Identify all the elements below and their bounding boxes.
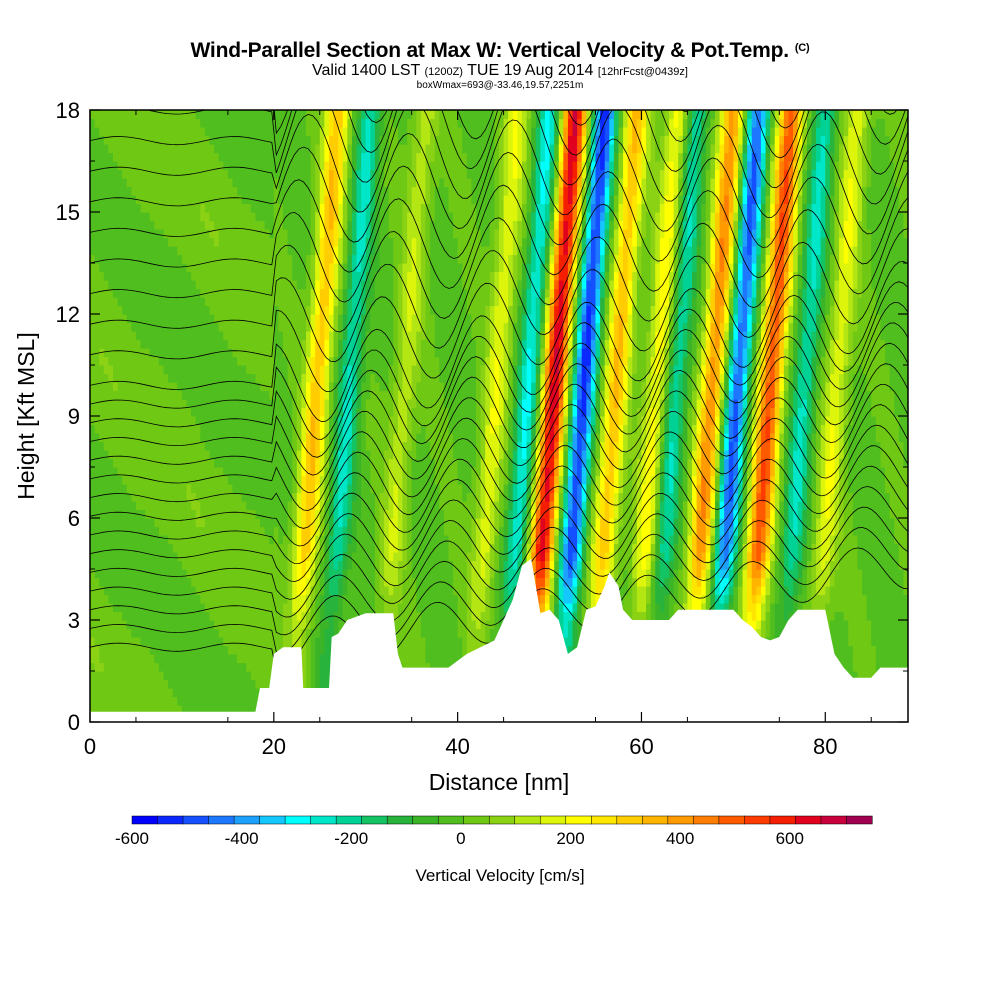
y-tick-label: 12: [56, 302, 80, 327]
y-tick-label: 9: [68, 404, 80, 429]
colorbar-swatch: [616, 815, 643, 825]
y-axis-label: Height [Kft MSL]: [13, 332, 39, 499]
colorbar-swatch: [463, 815, 490, 825]
chart-meta: boxWmax=693@-33.46,19.57,2251m: [416, 80, 584, 91]
colorbar-swatch: [591, 815, 618, 825]
colorbar-swatch: [488, 815, 516, 825]
y-tick-label: 15: [56, 200, 80, 225]
x-tick-label: 80: [813, 734, 837, 759]
colorbar-swatch: [131, 815, 159, 825]
colorbar-swatch: [846, 815, 873, 825]
x-tick-label: 40: [445, 734, 469, 759]
colorbar-swatch: [259, 815, 286, 825]
colorbar-swatch: [412, 815, 439, 825]
x-axis: 0 20 40 60 80: [84, 110, 872, 759]
colorbar-tick-label: 600: [776, 829, 804, 848]
colorbar: -600 -400 -200 0 200 400 600: [115, 815, 873, 848]
colorbar-swatch: [335, 815, 363, 825]
colorbar-tick-label: 0: [456, 829, 465, 848]
colorbar-swatch: [795, 815, 822, 825]
colorbar-tick-label: 200: [556, 829, 584, 848]
colorbar-swatch: [233, 815, 261, 825]
x-tick-label: 0: [84, 734, 96, 759]
colorbar-swatch: [386, 815, 414, 825]
colorbar-label: Vertical Velocity [cm/s]: [415, 866, 584, 885]
colorbar-swatch: [718, 815, 745, 825]
colorbar-swatch: [514, 815, 541, 825]
colorbar-tick-label: -600: [115, 829, 149, 848]
x-tick-label: 60: [629, 734, 653, 759]
copyright-mark: (C): [794, 42, 810, 54]
colorbar-tick-label: -200: [334, 829, 368, 848]
x-tick-label: 20: [262, 734, 286, 759]
terrain-mask: [90, 558, 908, 722]
colorbar-swatch: [693, 815, 720, 825]
chart-title-block: Wind-Parallel Section at Max W: Vertical…: [0, 36, 1000, 92]
colorbar-swatch: [284, 815, 312, 825]
colorbar-swatch: [565, 815, 592, 825]
colorbar-swatch: [820, 815, 848, 825]
y-tick-label: 3: [68, 608, 80, 633]
potential-temperature-contours: [90, 110, 908, 671]
colorbar-swatch: [361, 815, 388, 825]
y-axis: 0 3 6 9 12 15 18: [56, 98, 908, 735]
colorbar-swatch: [437, 815, 465, 825]
colorbar-swatch: [769, 815, 796, 825]
colorbar-swatch: [208, 815, 235, 825]
chart-subtitle: Valid 1400 LST (1200Z) TUE 19 Aug 2014 […: [312, 62, 688, 79]
colorbar-swatch: [157, 815, 184, 825]
y-tick-label: 18: [56, 98, 80, 123]
x-axis-label: Distance [nm]: [429, 769, 570, 795]
colorbar-tick-label: 400: [666, 829, 694, 848]
colorbar-swatch: [642, 815, 669, 825]
y-tick-label: 0: [68, 710, 80, 735]
colorbar-swatch: [310, 815, 337, 825]
colorbar-swatch: [182, 815, 210, 825]
y-tick-label: 6: [68, 506, 80, 531]
colorbar-swatch: [667, 815, 694, 825]
colorbar-tick-label: -400: [225, 829, 259, 848]
chart-title: Wind-Parallel Section at Max W: Vertical…: [190, 39, 810, 62]
colorbar-swatch: [744, 815, 771, 825]
colorbar-swatch: [540, 815, 567, 825]
